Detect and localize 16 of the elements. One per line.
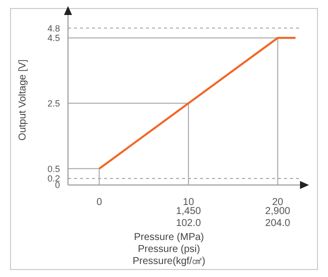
x-tick-label: 10 (182, 197, 194, 208)
y-axis-title: Output Voltage [V] (18, 59, 29, 141)
x2-tick-label: 1,450 (176, 206, 202, 217)
x2-tick-label: 2,900 (265, 206, 291, 217)
text: Pressure(kgf/㎠) (132, 256, 206, 267)
x-tick-label: 0 (96, 197, 102, 208)
y-tick-label: 4.5 (47, 33, 60, 44)
text: 204.0 (265, 218, 291, 229)
y-tick-label: 4.8 (47, 23, 60, 34)
x-tick-label: 20 (272, 197, 284, 208)
text: 102.0 (176, 218, 202, 229)
x2-axis-title: Pressure (psi) (138, 244, 200, 255)
y-tick-label: 2.5 (47, 98, 60, 108)
y-tick-label: 0 (54, 180, 60, 190)
x-axis-title: Pressure (MPa) (134, 232, 204, 243)
y-tick-label: 0.5 (47, 164, 60, 174)
